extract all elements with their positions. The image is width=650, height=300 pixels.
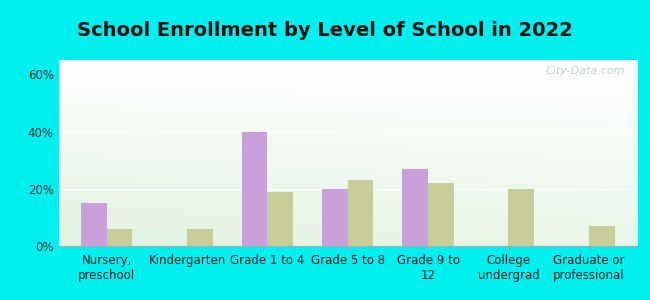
Bar — [242, 131, 267, 246]
Bar — [402, 169, 428, 246]
Bar — [322, 189, 348, 246]
Bar — [267, 192, 293, 246]
Bar — [187, 229, 213, 246]
Bar — [508, 189, 534, 246]
Text: School Enrollment by Level of School in 2022: School Enrollment by Level of School in … — [77, 21, 573, 40]
Bar — [107, 229, 133, 246]
Bar — [348, 180, 374, 246]
Bar — [81, 203, 107, 246]
Bar — [589, 226, 614, 246]
Text: City-Data.com: City-Data.com — [546, 66, 625, 76]
Bar — [428, 183, 454, 246]
